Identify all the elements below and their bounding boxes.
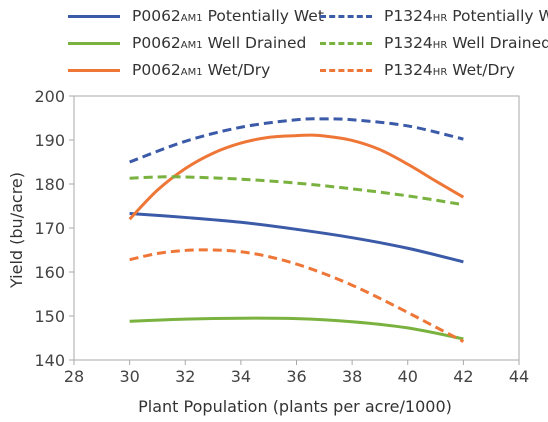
legend: P0062AM1 Potentially Wet P1324HR Potentia… xyxy=(68,4,548,82)
legend-label: P0062AM1 Potentially Wet xyxy=(132,7,324,25)
legend-item-p1324hr-wet-dry: P1324HR Wet/Dry xyxy=(320,58,515,82)
legend-item-p1324hr-potentially-wet: P1324HR Potentially Wet xyxy=(320,4,548,28)
legend-hybrid-suffix: HR xyxy=(432,67,448,78)
legend-hybrid: P0062 xyxy=(132,61,181,79)
x-tick-label: 38 xyxy=(342,367,362,386)
y-tick-label: 200 xyxy=(34,87,65,106)
legend-swatch xyxy=(320,14,372,18)
series-line-p1324hr-wet-dry xyxy=(129,248,465,343)
x-tick-label: 40 xyxy=(398,367,418,386)
y-tick-label: 160 xyxy=(34,263,65,282)
legend-label: P1324HR Potentially Wet xyxy=(384,7,548,25)
legend-hybrid: P1324 xyxy=(384,61,433,79)
legend-environment: Wet/Dry xyxy=(202,61,271,79)
series-line-p1324hr-well-drained xyxy=(129,175,464,207)
legend-hybrid: P0062 xyxy=(132,34,181,52)
legend-environment: Well Drained xyxy=(447,34,548,52)
legend-hybrid-suffix: AM1 xyxy=(180,67,203,78)
legend-hybrid-suffix: HR xyxy=(432,13,448,24)
legend-environment: Potentially Wet xyxy=(202,7,324,25)
legend-label: P1324HR Wet/Dry xyxy=(384,61,515,79)
series-line-p0062am1-wet-dry xyxy=(128,133,465,221)
series-line-p1324hr-potentially-wet xyxy=(129,117,464,164)
legend-hybrid: P1324 xyxy=(384,34,433,52)
x-tick-label: 36 xyxy=(286,367,306,386)
legend-swatch xyxy=(68,41,120,45)
x-tick-label: 30 xyxy=(119,367,139,386)
y-tick-label: 150 xyxy=(34,307,65,326)
y-tick-label: 140 xyxy=(34,351,65,370)
x-tick-label: 44 xyxy=(509,367,529,386)
legend-environment: Wet/Dry xyxy=(447,61,515,79)
axes: 28 30 32 34 36 38 40 42 44 140 150 160 170 180 190 200 xyxy=(34,87,529,386)
x-tick-label: 34 xyxy=(231,367,251,386)
legend-swatch xyxy=(320,68,372,72)
x-tick-label: 28 xyxy=(64,367,84,386)
legend-hybrid-suffix: HR xyxy=(432,40,448,51)
legend-swatch xyxy=(68,68,120,72)
legend-label: P0062AM1 Well Drained xyxy=(132,34,306,52)
x-tick-label: 32 xyxy=(175,367,195,386)
legend-item-p0062am1-well-drained: P0062AM1 Well Drained xyxy=(68,31,306,55)
legend-hybrid: P1324 xyxy=(384,7,433,25)
legend-item-p0062am1-potentially-wet: P0062AM1 Potentially Wet xyxy=(68,4,324,28)
legend-item-p0062am1-wet-dry: P0062AM1 Wet/Dry xyxy=(68,58,270,82)
legend-hybrid: P0062 xyxy=(132,7,181,25)
legend-label: P1324HR Well Drained xyxy=(384,34,548,52)
x-tick-label: 42 xyxy=(453,367,473,386)
plot-area xyxy=(128,117,465,343)
series-line-p0062am1-well-drained xyxy=(129,316,464,341)
legend-swatch xyxy=(320,41,372,45)
legend-environment: Well Drained xyxy=(202,34,307,52)
x-axis-title: Plant Population (plants per acre/1000) xyxy=(138,397,452,416)
legend-environment: Potentially Wet xyxy=(452,7,548,25)
legend-hybrid-suffix: AM1 xyxy=(180,40,203,51)
y-tick-label: 170 xyxy=(34,219,65,238)
legend-item-p1324hr-well-drained: P1324HR Well Drained xyxy=(320,31,548,55)
y-axis-title: Yield (bu/acre) xyxy=(7,172,26,289)
y-tick-label: 180 xyxy=(34,175,65,194)
legend-swatch xyxy=(68,14,120,18)
y-tick-label: 190 xyxy=(34,131,65,150)
legend-label: P0062AM1 Wet/Dry xyxy=(132,61,270,79)
series-line-p0062am1-potentially-wet xyxy=(129,211,464,264)
legend-hybrid-suffix: AM1 xyxy=(180,13,203,24)
